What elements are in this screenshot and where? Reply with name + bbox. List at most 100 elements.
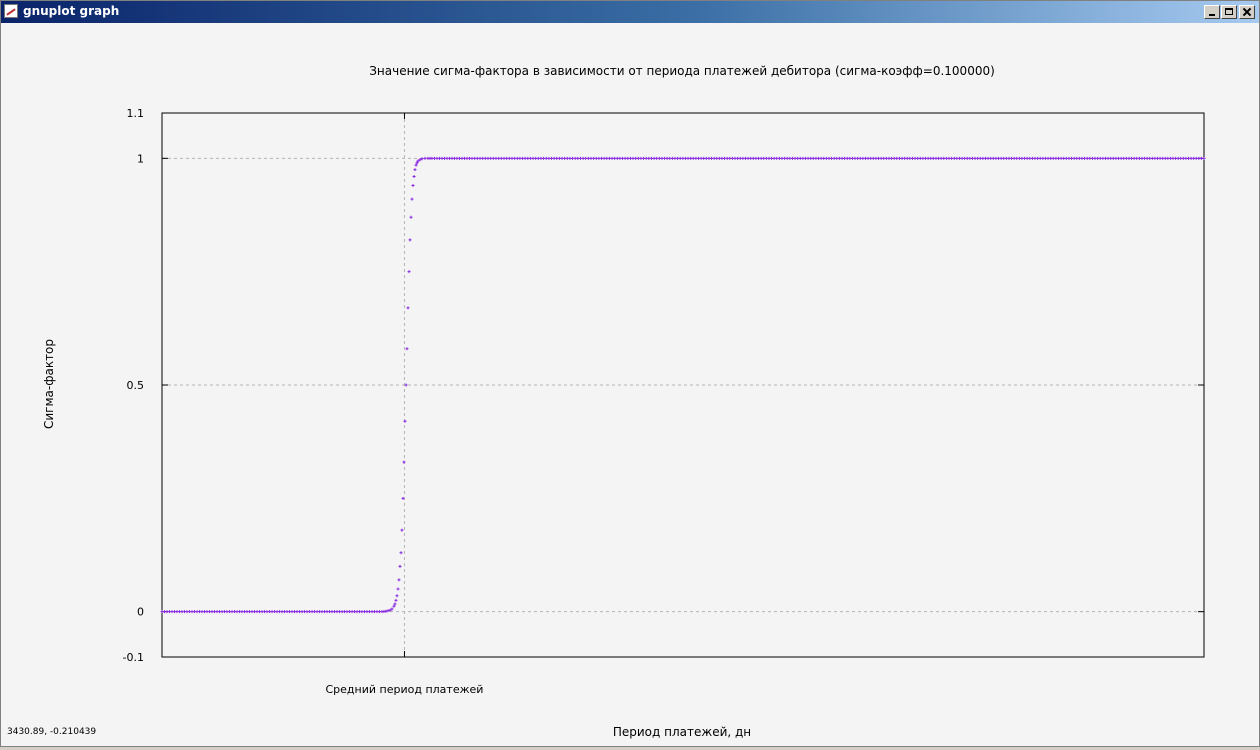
data-point	[783, 156, 787, 160]
data-point	[848, 156, 852, 160]
data-point	[717, 156, 721, 160]
data-point	[644, 156, 648, 160]
data-point	[1145, 156, 1149, 160]
data-point	[634, 156, 638, 160]
data-point	[615, 156, 619, 160]
data-point	[402, 460, 406, 464]
data-point	[1098, 156, 1102, 160]
data-point	[887, 156, 891, 160]
chart-title: Значение сигма-фактора в зависимости от …	[369, 64, 995, 78]
title-bar[interactable]: gnuplot graph	[1, 1, 1259, 23]
data-point	[223, 610, 227, 614]
data-point	[407, 270, 411, 274]
data-point	[694, 156, 698, 160]
data-point	[850, 156, 854, 160]
data-point	[507, 156, 511, 160]
data-point	[1168, 156, 1172, 160]
data-point	[676, 156, 680, 160]
data-point	[265, 610, 269, 614]
data-point	[245, 610, 249, 614]
data-point	[707, 156, 711, 160]
data-point	[467, 156, 471, 160]
data-point	[879, 156, 883, 160]
data-point	[460, 156, 464, 160]
data-point	[195, 610, 199, 614]
data-point	[780, 156, 784, 160]
data-point	[1106, 156, 1110, 160]
data-point	[597, 156, 601, 160]
x-tick-label: Средний период платежей	[326, 683, 484, 696]
data-point	[991, 156, 995, 160]
data-point	[715, 156, 719, 160]
data-point	[678, 156, 682, 160]
data-point	[960, 156, 964, 160]
data-point	[523, 156, 527, 160]
data-point	[663, 156, 667, 160]
data-point	[1017, 156, 1021, 160]
data-point	[288, 610, 292, 614]
data-point	[668, 156, 672, 160]
data-point	[775, 156, 779, 160]
data-point	[320, 610, 324, 614]
data-point	[1010, 156, 1014, 160]
data-point	[175, 610, 179, 614]
data-point	[180, 610, 184, 614]
data-point	[793, 156, 797, 160]
y-axis-label: Сигма-фактор	[42, 339, 56, 429]
data-point	[1176, 156, 1180, 160]
data-point	[730, 156, 734, 160]
data-point	[1194, 156, 1198, 160]
sigma-factor-chart[interactable]: Значение сигма-фактора в зависимости от …	[1, 23, 1259, 746]
data-point	[168, 610, 172, 614]
data-point	[631, 156, 635, 160]
data-point	[642, 156, 646, 160]
data-point	[843, 156, 847, 160]
data-point	[696, 156, 700, 160]
data-point	[547, 156, 551, 160]
data-point	[973, 156, 977, 160]
data-point	[539, 156, 543, 160]
data-point	[1025, 156, 1029, 160]
gnuplot-graph-icon[interactable]	[4, 4, 18, 18]
data-point	[777, 156, 781, 160]
data-point	[578, 156, 582, 160]
data-point	[328, 610, 332, 614]
data-point	[557, 156, 561, 160]
data-point	[432, 156, 436, 160]
data-point	[526, 156, 530, 160]
data-point	[1020, 156, 1024, 160]
data-point	[411, 184, 415, 188]
maximize-icon[interactable]	[1221, 5, 1237, 19]
data-point	[1202, 156, 1206, 160]
data-point	[652, 156, 656, 160]
close-icon[interactable]	[1239, 5, 1255, 19]
data-point	[965, 156, 969, 160]
data-point	[1117, 156, 1121, 160]
data-point	[866, 156, 870, 160]
data-point	[481, 156, 485, 160]
data-point	[770, 156, 774, 160]
data-point	[623, 156, 627, 160]
data-point	[900, 156, 904, 160]
data-point	[809, 156, 813, 160]
data-point	[544, 156, 548, 160]
data-point	[728, 156, 732, 160]
data-point	[884, 156, 888, 160]
plot-area[interactable]: Значение сигма-фактора в зависимости от …	[1, 23, 1259, 746]
data-point	[863, 156, 867, 160]
data-point	[762, 156, 766, 160]
minimize-icon[interactable]	[1204, 5, 1220, 19]
data-point	[981, 156, 985, 160]
data-point	[1057, 156, 1060, 160]
data-point	[918, 156, 922, 160]
data-point	[1012, 156, 1016, 160]
data-point	[589, 156, 593, 160]
data-point	[170, 610, 174, 614]
data-point	[657, 156, 661, 160]
data-point	[303, 610, 307, 614]
data-point	[952, 156, 956, 160]
data-point	[510, 156, 514, 160]
data-point	[345, 610, 349, 614]
data-point	[377, 610, 381, 614]
data-point	[1051, 156, 1055, 160]
